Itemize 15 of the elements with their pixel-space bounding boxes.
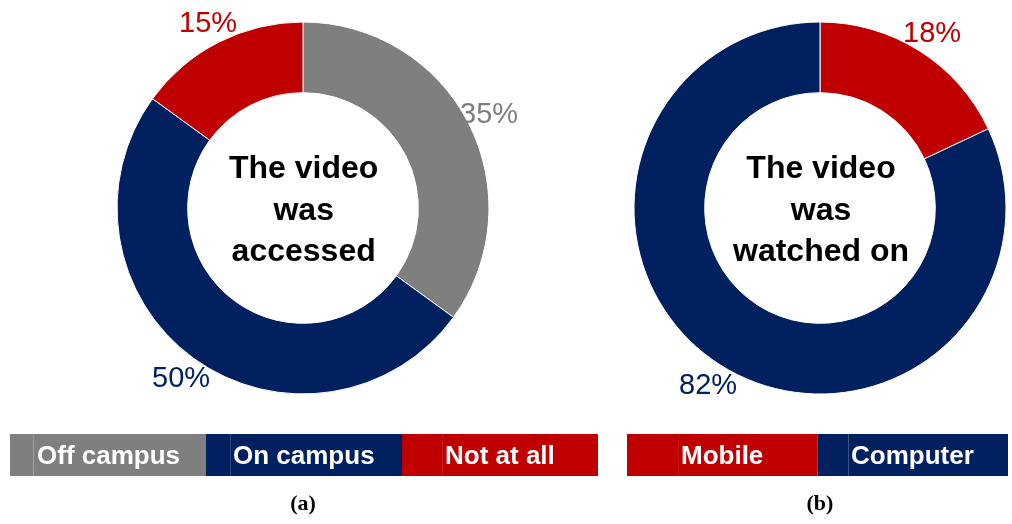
text: (a): [289, 490, 317, 516]
text: The video was accessed: [229, 149, 379, 269]
data-label: 50%: [152, 361, 211, 393]
legend-label: Computer: [851, 440, 974, 470]
text: (b): [805, 490, 835, 516]
text: The video was watched on: [732, 149, 910, 269]
data-label: 82%: [679, 368, 738, 400]
donut-slice: [633, 21, 1007, 395]
data-label: 18%: [903, 16, 962, 48]
legend-label: Off campus: [37, 440, 181, 470]
legend-label: Mobile: [681, 440, 764, 470]
legend-label: Not at all: [445, 440, 555, 470]
data-label: 35%: [460, 97, 519, 129]
data-label: 15%: [179, 6, 238, 38]
legend-label: On campus: [233, 440, 375, 470]
